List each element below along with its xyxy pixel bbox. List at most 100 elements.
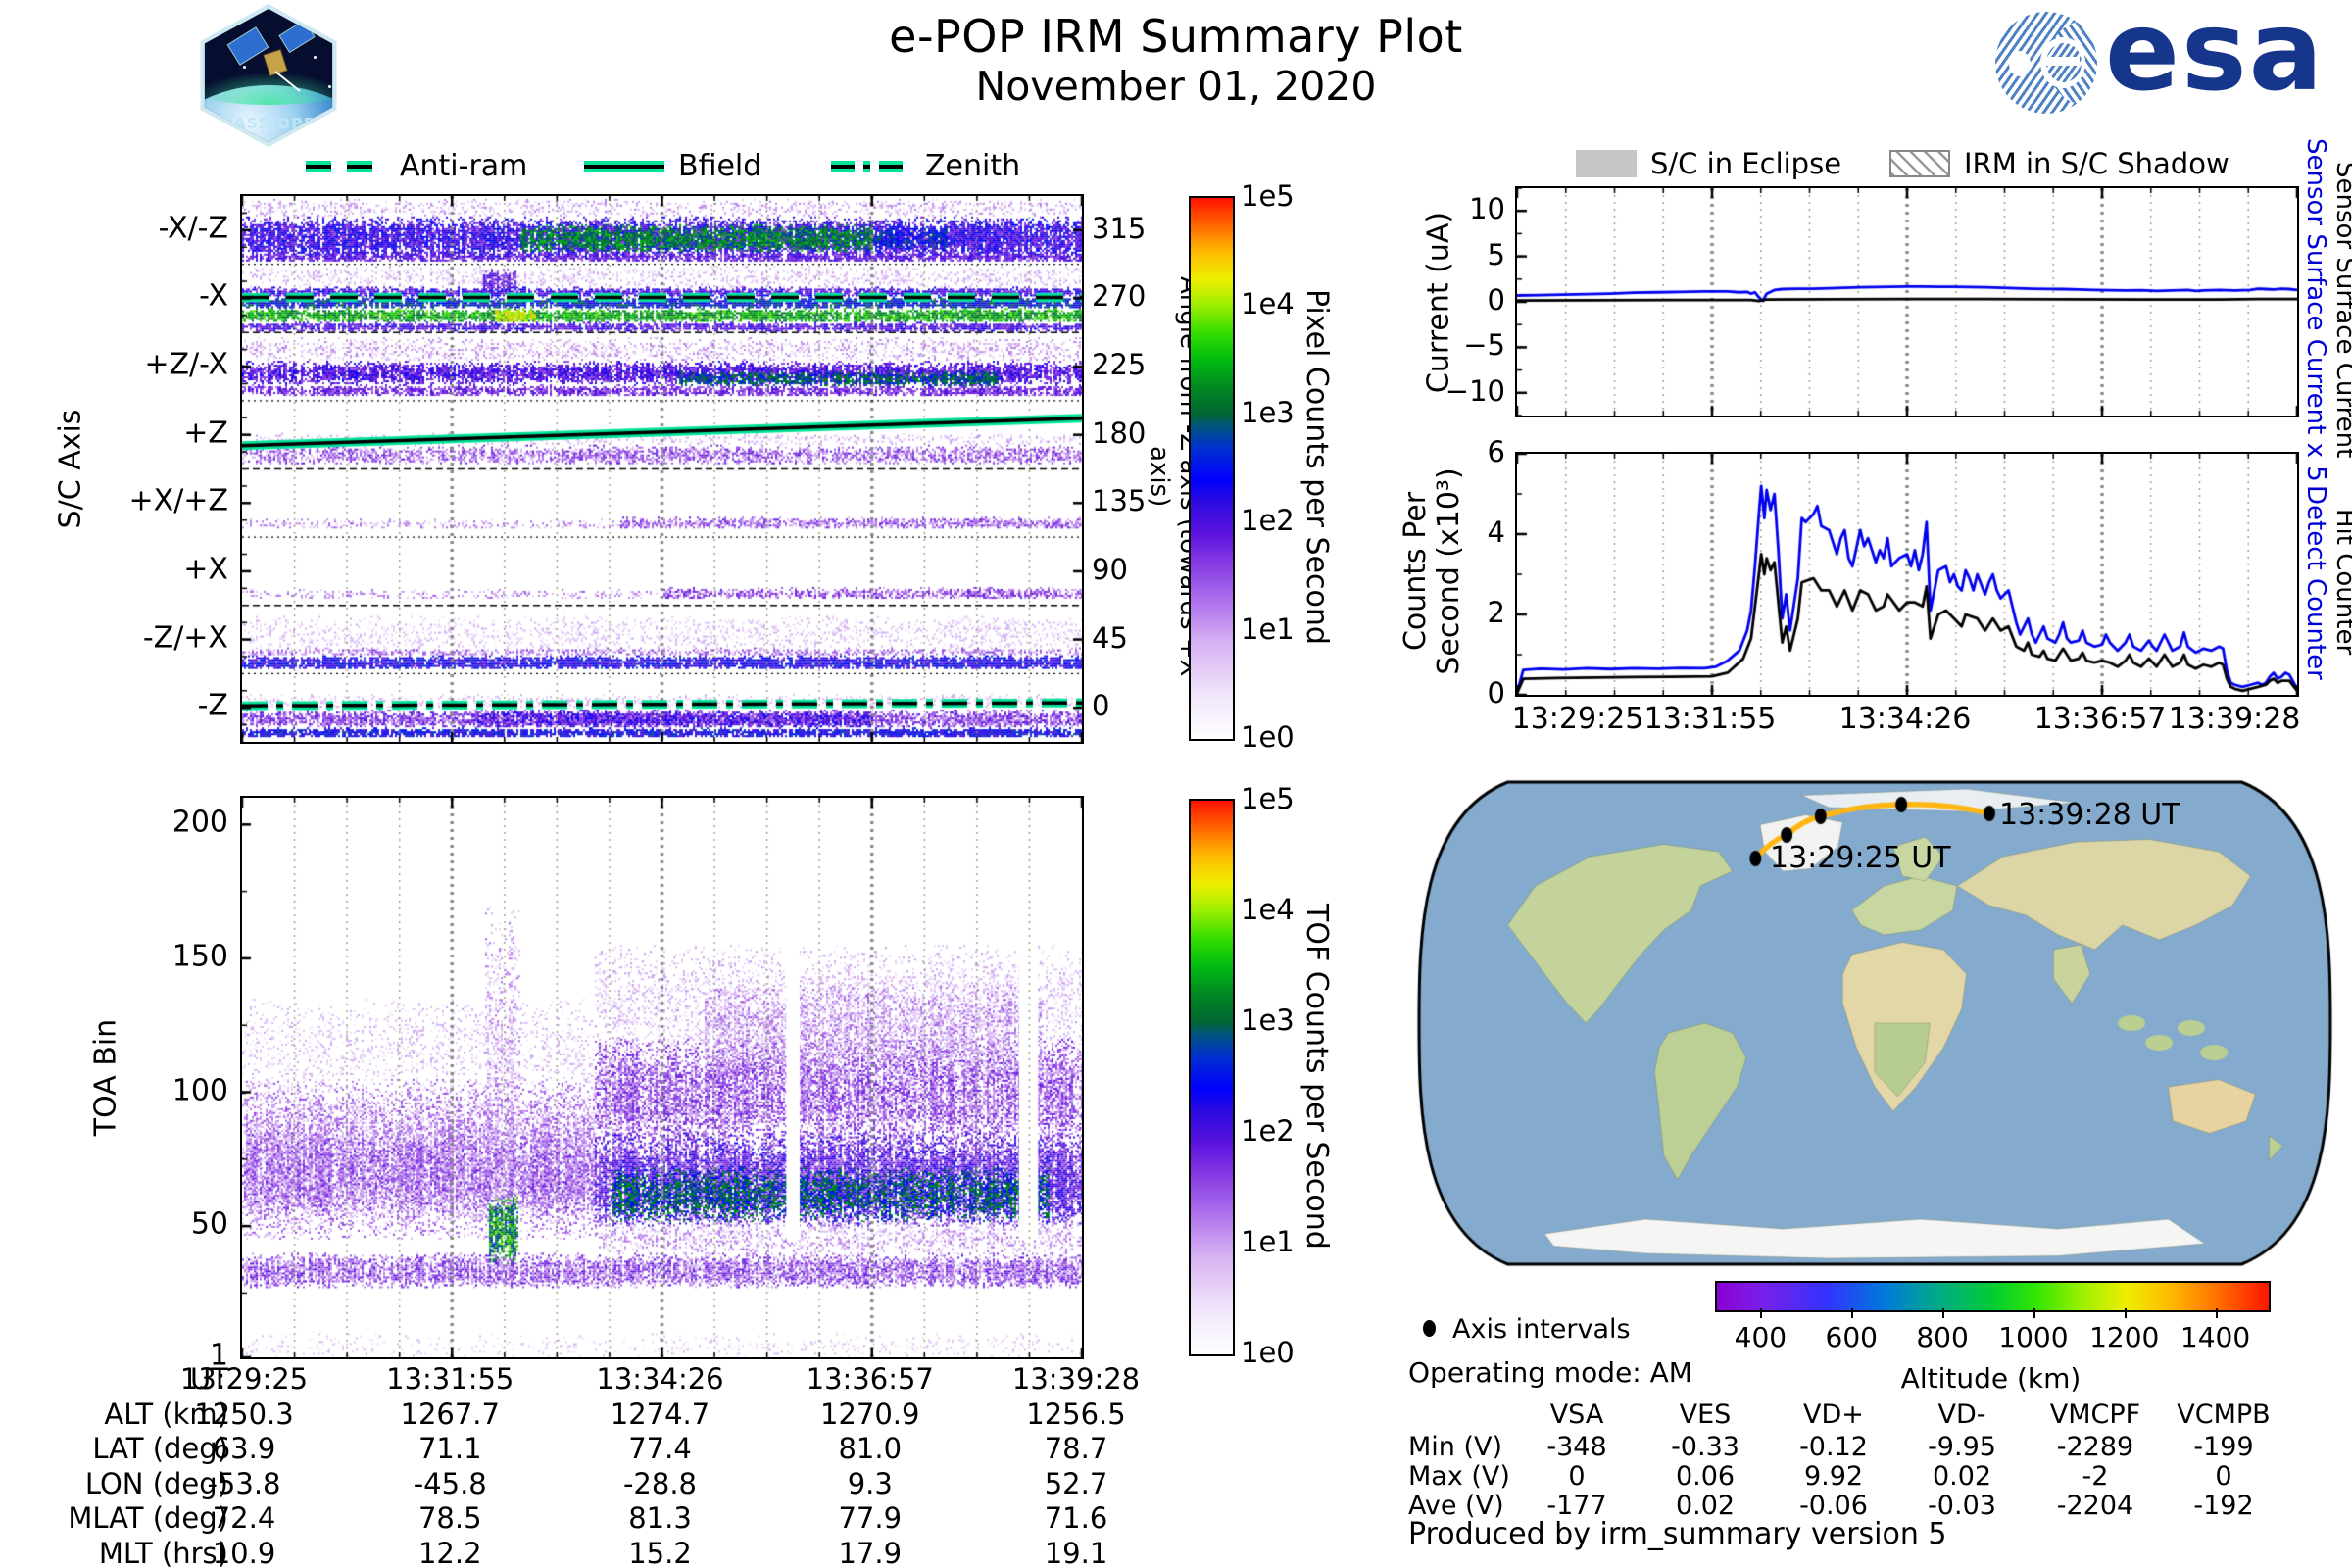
pixel-cbar-label: Pixel Counts per Second bbox=[1299, 288, 1334, 645]
counts-ytick-2: 2 bbox=[1487, 596, 1505, 629]
current-plot bbox=[1515, 186, 2299, 417]
vtable-cell: -192 bbox=[2193, 1491, 2254, 1521]
map-track-end-label: 13:39:28 UT bbox=[1999, 798, 2180, 832]
current-ytick--10: −10 bbox=[1445, 373, 1505, 408]
legend-eclipse-label: S/C in Eclipse bbox=[1650, 147, 1842, 180]
angle-tick-315: 315 bbox=[1092, 211, 1147, 245]
vtable-row-label: Min (V) bbox=[1408, 1432, 1503, 1462]
produced-by: Produced by irm_summary version 5 bbox=[1408, 1517, 1947, 1551]
legend-bfield: Bfield bbox=[584, 149, 761, 183]
ephem-cell: 1274.7 bbox=[610, 1396, 710, 1431]
tof-cbar-tick-1e1: 1e1 bbox=[1241, 1225, 1295, 1258]
current-ytick-10: 10 bbox=[1469, 192, 1505, 226]
tof-counts-colorbar bbox=[1189, 799, 1235, 1356]
vtable-cell: 0 bbox=[2215, 1461, 2232, 1492]
ephem-cell: 13:34:26 bbox=[596, 1362, 724, 1396]
badge-text: CASSIOPE bbox=[221, 115, 316, 132]
angle-tick-90: 90 bbox=[1092, 552, 1128, 586]
legend-irm-shadow-label: IRM in S/C Shadow bbox=[1964, 147, 2230, 180]
orbit-map bbox=[1416, 778, 2333, 1268]
ephem-cell: -53.8 bbox=[207, 1466, 281, 1500]
angle-tick-225: 225 bbox=[1092, 348, 1147, 382]
counts-xtick-4: 13:39:28 bbox=[2168, 702, 2301, 736]
alt-tickmark-1000 bbox=[2033, 1308, 2035, 1318]
irm-shadow-swatch-icon bbox=[1889, 150, 1950, 177]
vtable-col-VES: VES bbox=[1679, 1399, 1732, 1430]
pixel-cbar-tick-1e5: 1e5 bbox=[1241, 179, 1295, 213]
ephem-cell: 13:36:57 bbox=[806, 1362, 934, 1396]
vtable-cell: -2204 bbox=[2056, 1491, 2134, 1521]
current-right-label-black: Sensor Surface Current bbox=[2330, 161, 2352, 459]
ephem-cell: 77.4 bbox=[628, 1432, 692, 1466]
ephem-cell: 17.9 bbox=[838, 1537, 903, 1568]
legend-bfield-label: Bfield bbox=[678, 149, 762, 183]
alt-tickmark-1400 bbox=[2215, 1308, 2218, 1318]
sc-axis-spectrogram bbox=[240, 194, 1084, 744]
vtable-cell: 9.92 bbox=[1803, 1461, 1864, 1492]
counts-ylabel: Counts Per Second (x10³) bbox=[1398, 467, 1466, 675]
operating-mode: Operating mode: AM bbox=[1408, 1356, 1692, 1389]
alt-tick-1400: 1400 bbox=[2180, 1321, 2251, 1353]
ephem-cell: 1270.9 bbox=[820, 1396, 920, 1431]
toa-tick-150: 150 bbox=[172, 939, 228, 974]
legend-antiram-label: Anti-ram bbox=[400, 149, 528, 183]
ephem-cell: 77.9 bbox=[838, 1501, 903, 1536]
eclipse-swatch-icon bbox=[1576, 150, 1637, 177]
axis-intervals-label: Axis intervals bbox=[1452, 1314, 1631, 1345]
ephem-cell: 71.6 bbox=[1044, 1501, 1108, 1536]
ephem-cell: 1267.7 bbox=[400, 1396, 500, 1431]
ephem-cell: -28.8 bbox=[622, 1466, 698, 1500]
counts-xtick-1: 13:31:55 bbox=[1643, 702, 1777, 736]
badge-aurora bbox=[204, 72, 333, 105]
page-date: November 01, 2020 bbox=[975, 63, 1377, 110]
legend-zenith-label: Zenith bbox=[925, 149, 1021, 183]
counts-ytick-0: 0 bbox=[1487, 676, 1505, 710]
pixel-cbar-tick-1e4: 1e4 bbox=[1241, 287, 1295, 321]
counts-ytick-6: 6 bbox=[1487, 435, 1505, 468]
ephem-cell: 10.9 bbox=[212, 1537, 276, 1568]
tof-cbar-label: TOF Counts per Second bbox=[1299, 903, 1334, 1250]
vtable-row-label: Max (V) bbox=[1408, 1461, 1510, 1492]
toa-tick-200: 200 bbox=[172, 805, 228, 840]
sc-axis-ylabel: S/C Axis bbox=[53, 409, 88, 529]
angle-tick-0: 0 bbox=[1092, 689, 1110, 723]
ephem-cell: -45.8 bbox=[413, 1466, 487, 1500]
tof-cbar-tick-1e0: 1e0 bbox=[1241, 1336, 1295, 1369]
current-ytick-0: 0 bbox=[1487, 283, 1505, 317]
ephem-cell: 9.3 bbox=[847, 1466, 893, 1500]
toa-tick-50: 50 bbox=[190, 1206, 228, 1242]
vtable-cell: -0.06 bbox=[1799, 1491, 1868, 1521]
counts-ytick-4: 4 bbox=[1487, 515, 1505, 549]
vtable-cell: -2 bbox=[2082, 1461, 2109, 1492]
alt-tickmark-800 bbox=[1942, 1308, 1945, 1318]
counts-xtick-0: 13:29:25 bbox=[1511, 702, 1644, 736]
band-label-+Z/-X: +Z/-X bbox=[144, 347, 228, 382]
vtable-col-VMCPF: VMCPF bbox=[2049, 1399, 2141, 1430]
vtable-col-VD+: VD+ bbox=[1803, 1399, 1864, 1430]
ephem-cell: 78.7 bbox=[1044, 1432, 1108, 1466]
vtable-col-VSA: VSA bbox=[1549, 1399, 1604, 1430]
esa-wordmark: esa bbox=[2105, 0, 2326, 116]
ephem-cell: 12.2 bbox=[417, 1537, 482, 1568]
vtable-cell: 0.02 bbox=[1932, 1461, 1992, 1492]
pixel-cbar-tick-1e1: 1e1 bbox=[1241, 612, 1295, 646]
legend-eclipse: S/C in Eclipse bbox=[1576, 147, 1841, 180]
ephem-cell: 15.2 bbox=[628, 1537, 692, 1568]
alt-tick-400: 400 bbox=[1734, 1321, 1788, 1353]
vtable-cell: 0.02 bbox=[1675, 1491, 1736, 1521]
vtable-cell: -348 bbox=[1546, 1432, 1607, 1462]
ephem-cell: 81.0 bbox=[838, 1432, 903, 1466]
vtable-cell: -0.33 bbox=[1671, 1432, 1740, 1462]
tof-cbar-tick-1e2: 1e2 bbox=[1241, 1114, 1295, 1148]
ephem-cell: 78.5 bbox=[417, 1501, 482, 1536]
alt-tickmark-400 bbox=[1760, 1308, 1763, 1318]
ephem-cell: 13:39:28 bbox=[1011, 1362, 1141, 1396]
alt-tick-800: 800 bbox=[1916, 1321, 1969, 1353]
band-label--Z: -Z bbox=[197, 688, 228, 723]
pixel-cbar-tick-1e0: 1e0 bbox=[1241, 720, 1295, 754]
vtable-cell: -0.12 bbox=[1799, 1432, 1868, 1462]
ephem-cell: 72.4 bbox=[212, 1501, 276, 1536]
legend-antiram: Anti-ram bbox=[306, 149, 527, 183]
ephem-cell: 13:31:55 bbox=[386, 1362, 514, 1396]
